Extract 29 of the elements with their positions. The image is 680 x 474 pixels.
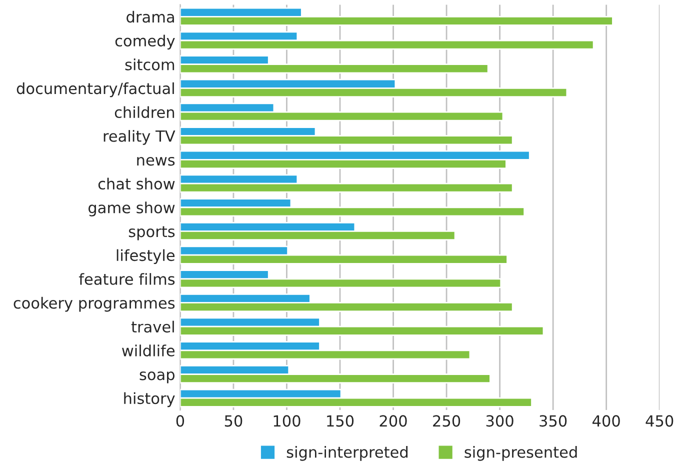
y-tick-label: lifestyle — [116, 249, 175, 264]
x-tick-label: 400 — [592, 415, 620, 427]
x-tick-label: 200 — [380, 415, 407, 427]
y-tick-label: reality TV — [104, 130, 176, 145]
y-tick-label: drama — [126, 10, 174, 23]
y-tick-label: sports — [128, 226, 175, 240]
x-tick-label: 350 — [540, 415, 567, 427]
y-tick-label: travel — [131, 320, 174, 333]
y-tick-label: documentary/factual — [16, 82, 174, 98]
y-tick-label: history — [124, 392, 175, 408]
y-tick-label: news — [137, 156, 175, 166]
x-tick-label: 300 — [486, 415, 514, 427]
y-tick-label: feature films — [78, 273, 175, 285]
x-tick-label: 50 — [224, 415, 242, 427]
y-tick-label: wildlife — [122, 344, 175, 356]
legend-label: sign-presented — [464, 446, 577, 461]
y-tick-label: sitcom — [125, 58, 174, 70]
y-tick-label: comedy — [115, 34, 175, 50]
x-tick-label: 250 — [433, 415, 460, 427]
y-tick-label: cookery programmes — [14, 296, 175, 312]
x-tick-label: 150 — [327, 415, 354, 427]
x-tick-label: 450 — [646, 415, 674, 427]
y-tick-label: game show — [88, 202, 175, 216]
x-tick-label: 100 — [274, 415, 300, 427]
y-tick-label: soap — [140, 372, 175, 384]
y-tick-label: chat show — [98, 178, 175, 190]
y-tick-label: children — [114, 106, 174, 118]
x-tick-label: 0 — [176, 415, 184, 427]
legend-label: sign-interpreted — [286, 446, 408, 461]
